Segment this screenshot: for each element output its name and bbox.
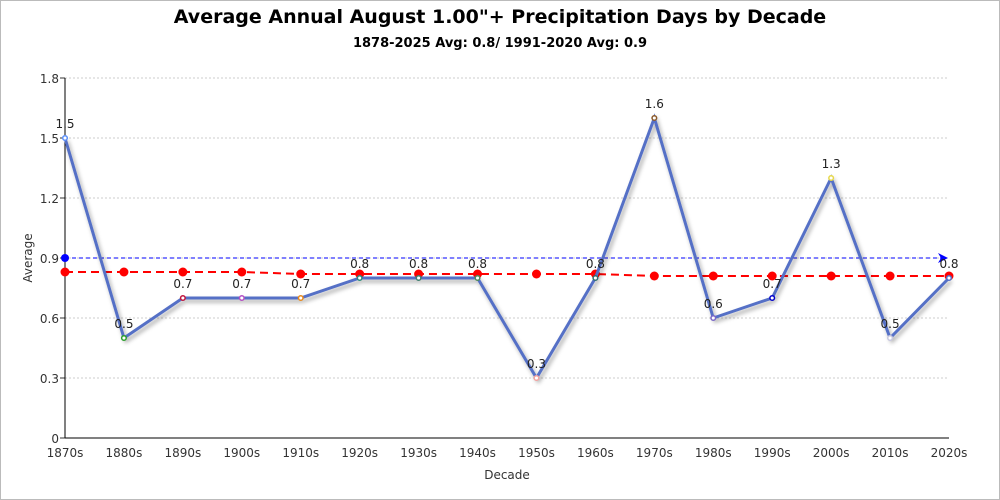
- avg-1878-2025-point: [885, 271, 895, 281]
- data-label: 1.3: [822, 157, 841, 171]
- data-point: [120, 334, 127, 342]
- avg-1878-2025-point: [237, 267, 247, 277]
- avg-1878-2025-point: [531, 269, 541, 279]
- data-point: [533, 374, 540, 382]
- x-tick-label: 2020s: [931, 446, 968, 460]
- avg-1878-2025-line: [65, 271, 949, 277]
- x-tick-label: 1870s: [47, 446, 84, 460]
- y-tick-label: 0.9: [40, 252, 59, 266]
- data-label: 0.5: [881, 317, 900, 331]
- data-label: 0.7: [763, 277, 782, 291]
- y-axis-label: Average: [21, 233, 35, 282]
- x-tick-label: 1940s: [459, 446, 496, 460]
- x-tick-label: 1930s: [400, 446, 437, 460]
- x-tick-label: 2000s: [813, 446, 850, 460]
- chart-title: Average Annual August 1.00"+ Precipitati…: [173, 6, 827, 28]
- x-tick-label: 1970s: [636, 446, 673, 460]
- x-tick-label: 1890s: [164, 446, 201, 460]
- data-label: 0.8: [468, 257, 487, 271]
- data-point: [592, 274, 599, 282]
- x-tick-label: 1950s: [518, 446, 555, 460]
- decade-average-line: [63, 113, 951, 381]
- x-tick-label: 1900s: [223, 446, 260, 460]
- data-point: [769, 294, 776, 302]
- y-tick-label: 1.5: [40, 132, 59, 146]
- data-label: 0.7: [232, 277, 251, 291]
- data-label: 0.5: [114, 317, 133, 331]
- data-point: [651, 114, 658, 122]
- y-tick-label: 1.2: [40, 192, 59, 206]
- data-point: [238, 294, 245, 302]
- data-label: 0.8: [939, 257, 958, 271]
- y-tick-label: 1.8: [40, 72, 59, 86]
- avg-1878-2025-point: [708, 271, 718, 281]
- x-tick-label: 2010s: [872, 446, 909, 460]
- avg-1878-2025-point: [767, 271, 777, 281]
- avg-1878-2025-point: [296, 269, 306, 279]
- data-label: 0.8: [409, 257, 428, 271]
- data-label: 1.5: [55, 117, 74, 131]
- data-point: [356, 274, 363, 282]
- data-point: [945, 274, 953, 282]
- data-point: [415, 274, 422, 282]
- data-point: [828, 174, 835, 182]
- avg-1878-2025-point: [178, 267, 188, 277]
- x-tick-label: 1990s: [754, 446, 791, 460]
- avg-1991-2020-point: [61, 254, 69, 262]
- data-label: 0.7: [173, 277, 192, 291]
- avg-1878-2025-point: [60, 267, 70, 277]
- data-point: [297, 294, 304, 302]
- x-tick-label: 1920s: [341, 446, 378, 460]
- data-point: [887, 334, 894, 342]
- data-label: 0.8: [586, 257, 605, 271]
- x-axis-label: Decade: [484, 468, 530, 482]
- y-tick-label: 0: [51, 432, 59, 446]
- data-point: [179, 294, 186, 302]
- avg-1878-2025-point: [119, 267, 129, 277]
- data-label: 0.6: [704, 297, 723, 311]
- x-tick-label: 1980s: [695, 446, 732, 460]
- data-label: 0.8: [350, 257, 369, 271]
- avg-1878-2025-point: [649, 271, 659, 281]
- x-tick-label: 1960s: [577, 446, 614, 460]
- avg-1878-2025-point: [826, 271, 836, 281]
- y-tick-label: 0.3: [40, 372, 59, 386]
- chart-subtitle: 1878-2025 Avg: 0.8/ 1991-2020 Avg: 0.9: [352, 36, 648, 51]
- data-label: 1.6: [645, 97, 664, 111]
- data-point: [474, 274, 481, 282]
- data-label: 0.7: [291, 277, 310, 291]
- x-tick-label: 1910s: [282, 446, 319, 460]
- data-point: [710, 314, 717, 322]
- data-point: [61, 134, 69, 142]
- x-tick-label: 1880s: [106, 446, 143, 460]
- y-tick-label: 0.6: [40, 312, 59, 326]
- data-label: 0.3: [527, 357, 546, 371]
